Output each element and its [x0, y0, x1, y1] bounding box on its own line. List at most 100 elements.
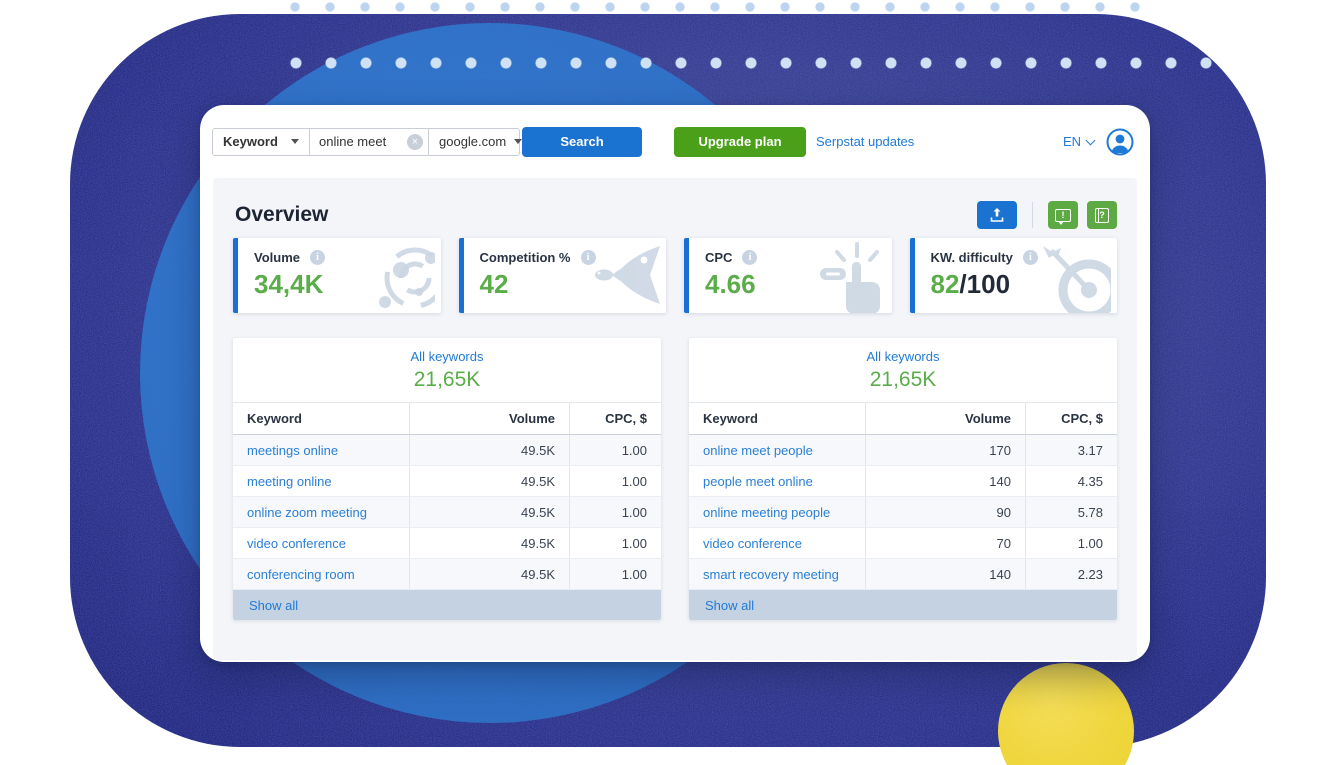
info-icon[interactable]: i — [580, 250, 596, 265]
metric-card-kw-difficulty: KW. difficulty i 82/100 — [909, 238, 1117, 313]
keywords-total: 21,65K — [413, 368, 481, 391]
export-button[interactable] — [977, 201, 1017, 229]
language-select[interactable]: EN — [1062, 134, 1096, 149]
keywords-total: 21,65K — [869, 368, 937, 391]
serpstat-updates-link[interactable]: Serpstat updates — [816, 134, 915, 149]
metric-label: Volume — [254, 250, 300, 265]
keyword-link[interactable]: video conference — [247, 535, 347, 551]
info-icon[interactable]: i — [742, 250, 758, 265]
search-engine-value: google.com — [439, 134, 507, 149]
metric-card-cpc: CPC i 4.66 — [684, 238, 892, 313]
page-title: Overview — [235, 203, 329, 226]
keyword-link[interactable]: people meet online — [703, 473, 813, 489]
table-body: online meet people 170 3.17 people meet … — [689, 435, 1117, 590]
keyword-link[interactable]: online meet people — [703, 442, 813, 458]
info-icon[interactable]: i — [1022, 250, 1038, 265]
metric-label: KW. difficulty — [930, 250, 1013, 265]
table-header: All keywords 21,65K — [233, 338, 661, 403]
col-keyword: Keyword — [703, 411, 758, 426]
metric-value: 82 — [930, 269, 960, 299]
cpc-cell: 1.00 — [569, 528, 661, 558]
cpc-cell: 1.00 — [569, 559, 661, 589]
metric-value: 34,4K — [254, 269, 324, 299]
column-headers: Keyword Volume CPC, $ — [233, 403, 661, 435]
clear-input-icon[interactable]: × — [407, 133, 423, 150]
table-row: people meet online 140 4.35 — [689, 466, 1117, 497]
search-group: Keyword × google.com — [212, 127, 523, 156]
metric-card-volume: Volume i 34,4K — [233, 238, 441, 313]
overview-panel: Overview ! ? — [213, 178, 1137, 660]
search-engine-select[interactable]: google.com — [428, 127, 523, 156]
keyword-link[interactable]: video conference — [703, 535, 803, 551]
related-keywords-table: All keywords 21,65K Keyword Volume CPC, … — [689, 338, 1117, 620]
metric-label: CPC — [705, 250, 733, 265]
user-avatar-icon[interactable] — [1106, 128, 1134, 156]
table-row: video conference 70 1.00 — [689, 528, 1117, 559]
show-all-link[interactable]: Show all — [249, 597, 299, 613]
table-row: online meeting people 90 5.78 — [689, 497, 1117, 528]
keyword-tables: All keywords 21,65K Keyword Volume CPC, … — [233, 338, 1117, 620]
language-value: EN — [1062, 134, 1081, 149]
chevron-down-icon — [291, 139, 299, 144]
volume-cell: 170 — [865, 435, 1025, 465]
volume-cell: 140 — [865, 559, 1025, 589]
table-row: online zoom meeting 49.5K 1.00 — [233, 497, 661, 528]
keyword-link[interactable]: online zoom meeting — [247, 504, 367, 520]
keyword-link[interactable]: online meeting people — [703, 504, 831, 520]
table-body: meetings online 49.5K 1.00 meeting onlin… — [233, 435, 661, 590]
background-yellow-circle — [998, 663, 1134, 765]
topbar-right: EN — [1063, 128, 1134, 156]
search-button[interactable]: Search — [522, 126, 642, 157]
chevron-down-icon — [514, 139, 523, 144]
feedback-button[interactable]: ! — [1048, 201, 1078, 229]
cpc-cell: 2.23 — [1025, 559, 1117, 589]
volume-cell: 49.5K — [409, 559, 569, 589]
table-row: online meet people 170 3.17 — [689, 435, 1117, 466]
export-icon — [990, 208, 1004, 222]
metric-label: Competition % — [479, 250, 571, 265]
cpc-cell: 1.00 — [569, 497, 661, 527]
divider — [1032, 202, 1033, 228]
volume-cell: 90 — [865, 497, 1025, 527]
top-search-bar: Keyword × google.com Search Upgrade plan… — [200, 105, 1150, 178]
cpc-cell: 1.00 — [569, 435, 661, 465]
help-guide-button[interactable]: ? — [1087, 201, 1117, 229]
col-volume: Volume — [409, 403, 569, 434]
organic-keywords-table: All keywords 21,65K Keyword Volume CPC, … — [233, 338, 661, 620]
upgrade-plan-button[interactable]: Upgrade plan — [674, 126, 806, 157]
metric-value: 42 — [479, 269, 509, 299]
cpc-cell: 5.78 — [1025, 497, 1117, 527]
chevron-down-icon — [1085, 135, 1096, 145]
chat-exclamation-icon: ! — [1055, 208, 1071, 225]
keyword-link[interactable]: meetings online — [247, 442, 339, 458]
table-row: meetings online 49.5K 1.00 — [233, 435, 661, 466]
app-window: Keyword × google.com Search Upgrade plan… — [200, 105, 1150, 662]
volume-cell: 49.5K — [409, 497, 569, 527]
keyword-link[interactable]: meeting online — [247, 473, 332, 489]
col-cpc: CPC, $ — [569, 403, 661, 434]
all-keywords-link[interactable]: All keywords — [410, 349, 484, 364]
dot-pattern-row — [290, 57, 1242, 69]
col-volume: Volume — [865, 403, 1025, 434]
show-all-link[interactable]: Show all — [705, 597, 755, 613]
col-cpc: CPC, $ — [1025, 403, 1117, 434]
volume-cell: 49.5K — [409, 528, 569, 558]
search-type-select[interactable]: Keyword — [212, 127, 310, 156]
table-header: All keywords 21,65K — [689, 338, 1117, 403]
keyword-link[interactable]: smart recovery meeting — [703, 566, 839, 582]
cpc-cell: 1.00 — [1025, 528, 1117, 558]
dot-pattern-row — [290, 2, 1152, 12]
all-keywords-link[interactable]: All keywords — [866, 349, 940, 364]
table-row: smart recovery meeting 140 2.23 — [689, 559, 1117, 590]
column-headers: Keyword Volume CPC, $ — [689, 403, 1117, 435]
table-row: conferencing room 49.5K 1.00 — [233, 559, 661, 590]
volume-cell: 140 — [865, 466, 1025, 496]
cpc-cell: 1.00 — [569, 466, 661, 496]
volume-cell: 49.5K — [409, 466, 569, 496]
header-actions: ! ? — [977, 201, 1117, 229]
keyword-link[interactable]: conferencing room — [247, 566, 355, 582]
metric-value: 4.66 — [705, 269, 756, 299]
info-icon[interactable]: i — [310, 250, 325, 265]
metric-cards: Volume i 34,4K — [233, 238, 1117, 313]
